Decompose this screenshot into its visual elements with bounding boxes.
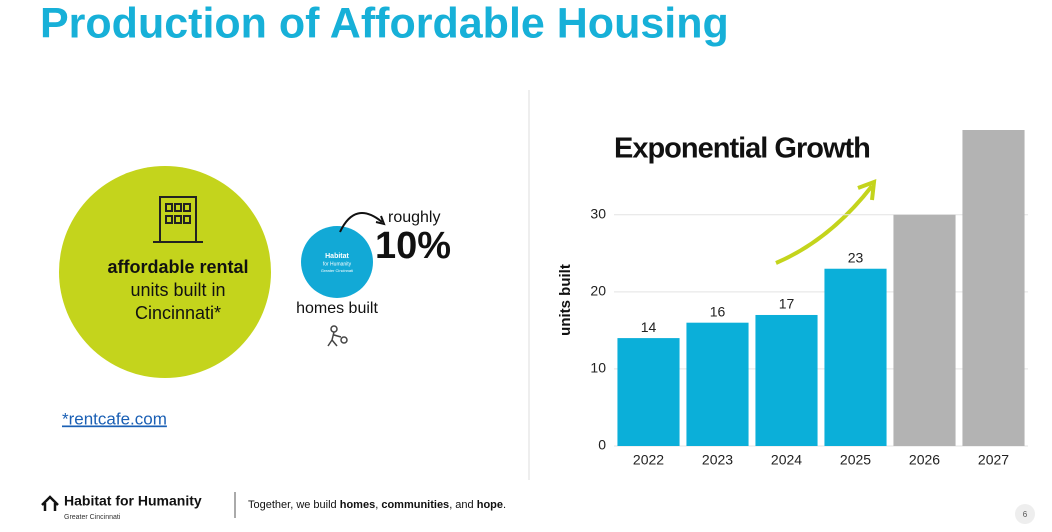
- arrow: [339, 212, 383, 233]
- page-number: 6: [1023, 510, 1028, 519]
- chart-title: Exponential Growth: [614, 133, 870, 165]
- building-icon: [153, 196, 203, 243]
- tagline-run: hope: [477, 499, 503, 511]
- y-tick-label: 20: [590, 283, 606, 299]
- value-label: 17: [779, 296, 795, 312]
- logo-circle: [301, 226, 373, 298]
- tagline-run: homes: [340, 499, 375, 511]
- tagline-run: Together, we build: [248, 499, 340, 511]
- volunteer-icon: [327, 325, 348, 347]
- bar: [824, 268, 887, 446]
- tagline-run: , and: [449, 499, 477, 511]
- bar: [686, 322, 749, 446]
- growth-arrow: [775, 184, 874, 265]
- x-tick-label: 2022: [633, 452, 664, 468]
- circle-text: units built in: [130, 280, 225, 300]
- x-tick-label: 2024: [771, 452, 802, 468]
- y-tick-label: 0: [598, 437, 606, 453]
- stat-circle: [59, 166, 271, 378]
- circle-text: affordable rental: [107, 257, 248, 277]
- page-number-badge: [1015, 504, 1035, 524]
- value-label: 23: [848, 249, 864, 265]
- x-tick-label: 2025: [840, 452, 871, 468]
- logo-text: Habitat: [325, 253, 349, 260]
- footer-org-sub: Greater Cincinnati: [64, 514, 121, 521]
- y-tick-label: 10: [590, 360, 606, 376]
- tagline-run: ,: [375, 499, 381, 511]
- callout-percent: 10%: [375, 225, 451, 267]
- callout-prefix: roughly: [388, 209, 440, 226]
- value-label: 16: [710, 303, 726, 319]
- value-label: 14: [641, 319, 657, 335]
- slide-title: Production of Affordable Housing: [40, 0, 729, 47]
- footer-tagline: Together, we build homes, communities, a…: [248, 499, 506, 511]
- y-tick-label: 30: [590, 205, 606, 221]
- circle-text: Cincinnati*: [135, 303, 221, 323]
- bar: [617, 338, 680, 446]
- x-tick-label: 2027: [978, 452, 1009, 468]
- logo-text: for Humanity: [323, 261, 352, 267]
- callout-caption: homes built: [296, 300, 378, 317]
- footer-org: Habitat for Humanity: [64, 493, 202, 509]
- bar: [755, 314, 818, 446]
- bar: [893, 214, 956, 446]
- source-link[interactable]: *rentcafe.com: [62, 409, 167, 428]
- bar: [962, 130, 1025, 446]
- tagline-run: communities: [381, 499, 449, 511]
- growth-arrow-head: [857, 178, 877, 201]
- x-tick-label: 2026: [909, 452, 940, 468]
- footer-logo-icon: [41, 495, 59, 511]
- tagline-run: .: [503, 499, 506, 511]
- arrow-head: [375, 215, 386, 226]
- logo-text: Greater Cincinnati: [321, 268, 353, 273]
- x-tick-label: 2023: [702, 452, 733, 468]
- y-axis-label: units built: [557, 264, 574, 336]
